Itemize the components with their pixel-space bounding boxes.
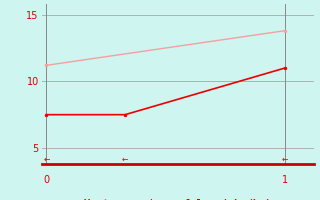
Text: Vent moyen/en rafales ( km/h ): Vent moyen/en rafales ( km/h ) — [84, 199, 271, 200]
Text: ←: ← — [282, 155, 288, 164]
Text: ←: ← — [43, 155, 50, 164]
Text: ←: ← — [122, 155, 128, 164]
